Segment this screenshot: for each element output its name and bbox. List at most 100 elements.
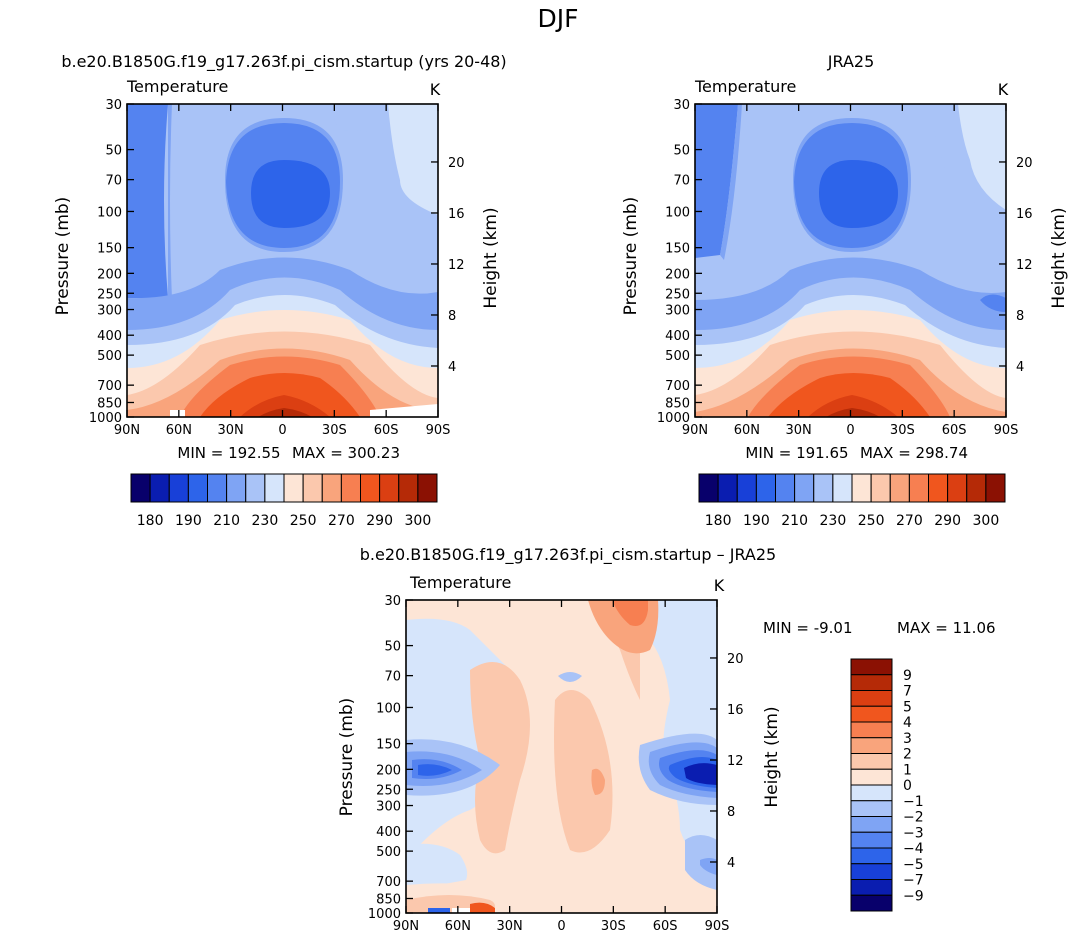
colorbar-swatch: [850, 674, 893, 691]
colorbar-swatch: [850, 721, 893, 739]
colorbar-swatch: [966, 473, 987, 503]
pressure-tick-label: 500: [665, 349, 690, 364]
panel-model-field-label: Temperature: [126, 77, 228, 96]
colorbar-label: 270: [896, 513, 923, 529]
panel-difference-min-label: MIN = -9.01: [763, 619, 853, 637]
panel-difference-field-label: Temperature: [409, 573, 511, 592]
height-tick-label: 8: [1016, 309, 1024, 324]
pressure-tick-label: 400: [97, 329, 122, 344]
colorbar-swatch: [850, 768, 893, 786]
panel-difference-max-label: MAX = 11.06: [897, 619, 996, 637]
colorbar-swatch: [850, 847, 893, 865]
colorbar-label: 210: [781, 513, 808, 529]
colorbar-swatch: [283, 473, 304, 503]
colorbar-label: 290: [366, 513, 393, 529]
pressure-tick-label: 700: [97, 379, 122, 394]
colorbar-swatch: [794, 473, 815, 503]
pressure-tick-label: 50: [384, 640, 401, 655]
height-tick-label: 12: [448, 258, 465, 273]
panel-model-units: K: [430, 80, 441, 99]
colorbar-swatch: [321, 473, 342, 503]
colorbar-label: 1: [903, 762, 912, 778]
colorbar-swatch: [928, 473, 949, 503]
colorbar-label: 300: [973, 513, 1000, 529]
colorbar-label: 290: [934, 513, 961, 529]
pressure-tick-label: 850: [376, 892, 401, 907]
colorbar-swatch: [775, 473, 796, 503]
latitude-tick-label: 30N: [786, 423, 812, 438]
colorbar-label: 190: [743, 513, 770, 529]
colorbar-label: 3: [903, 731, 912, 747]
panel-difference: b.e20.B1850G.f19_g17.263f.pi_cism.startu…: [337, 545, 996, 934]
colorbar-label: 7: [903, 684, 912, 700]
latitude-tick-label: 90N: [114, 423, 140, 438]
pressure-tick-label: 30: [105, 98, 122, 113]
height-tick-label: 4: [448, 360, 456, 375]
colorbar-label: 300: [405, 513, 432, 529]
panel-reanalysis-max-label: MAX = 298.74: [860, 444, 968, 462]
colorbar-swatch: [207, 473, 228, 503]
panel-reanalysis-ylabel: Pressure (mb): [621, 197, 641, 316]
colorbar-swatch: [264, 473, 285, 503]
colorbar-label: −5: [903, 857, 924, 873]
panel-reanalysis-units: K: [998, 80, 1009, 99]
pressure-tick-label: 150: [97, 242, 122, 257]
colorbar-label: 190: [175, 513, 202, 529]
pressure-tick-label: 150: [665, 242, 690, 257]
colorbar-swatch: [417, 473, 438, 503]
colorbar-swatch: [850, 658, 893, 676]
colorbar-swatch: [985, 473, 1006, 503]
height-tick-label: 16: [1016, 207, 1033, 222]
latitude-tick-label: 90N: [682, 423, 708, 438]
colorbar-swatch: [755, 473, 776, 503]
panel-model-max-label: MAX = 300.23: [292, 444, 400, 462]
panel-model-contour-fill: [127, 104, 438, 417]
pressure-tick-label: 30: [384, 594, 401, 609]
colorbar-swatch: [340, 473, 361, 503]
colorbar-swatch: [736, 473, 757, 503]
pressure-tick-label: 300: [97, 304, 122, 319]
panel-reanalysis-min-label: MIN = 191.65: [745, 444, 848, 462]
colorbar-label: 4: [903, 715, 912, 731]
panel-difference-contour-fill: [406, 600, 717, 913]
latitude-tick-label: 60S: [942, 423, 967, 438]
colorbar-label: 0: [903, 778, 912, 794]
pressure-tick-label: 1000: [368, 907, 401, 922]
colorbar-swatch: [226, 473, 247, 503]
latitude-tick-label: 90N: [393, 919, 419, 934]
colorbar-swatch: [187, 473, 208, 503]
pressure-tick-label: 300: [665, 304, 690, 319]
panel-model-min-label: MIN = 192.55: [177, 444, 280, 462]
colorbar-swatch: [850, 690, 893, 707]
pressure-tick-label: 1000: [89, 411, 122, 426]
latitude-tick-label: 30N: [218, 423, 244, 438]
pressure-tick-label: 30: [673, 98, 690, 113]
latitude-tick-label: 90S: [705, 919, 730, 934]
pressure-tick-label: 250: [665, 287, 690, 302]
latitude-tick-label: 30S: [601, 919, 626, 934]
height-tick-label: 12: [1016, 258, 1033, 273]
colorbar-swatch: [245, 473, 266, 503]
latitude-tick-label: 60S: [374, 423, 399, 438]
latitude-tick-label: 90S: [994, 423, 1019, 438]
panel-difference-units: K: [714, 576, 725, 595]
height-tick-label: 8: [727, 805, 735, 820]
colorbar-swatch: [850, 863, 893, 880]
colorbar-swatch: [850, 737, 893, 754]
height-tick-label: 20: [448, 156, 465, 171]
colorbar-label: 210: [213, 513, 240, 529]
latitude-tick-label: 60N: [734, 423, 760, 438]
colorbar-label: 2: [903, 747, 912, 763]
colorbar-swatch: [851, 473, 872, 503]
panel-difference-ylabel: Pressure (mb): [337, 698, 357, 817]
height-tick-label: 8: [448, 309, 456, 324]
height-tick-label: 16: [727, 703, 744, 718]
colorbar-swatch: [850, 753, 893, 770]
colorbar-label: −4: [903, 841, 924, 857]
pressure-tick-label: 200: [376, 763, 401, 778]
colorbar-label: 5: [903, 699, 912, 715]
pressure-tick-label: 100: [97, 205, 122, 220]
pressure-tick-label: 500: [376, 845, 401, 860]
panel-model-ylabel: Pressure (mb): [53, 197, 73, 316]
